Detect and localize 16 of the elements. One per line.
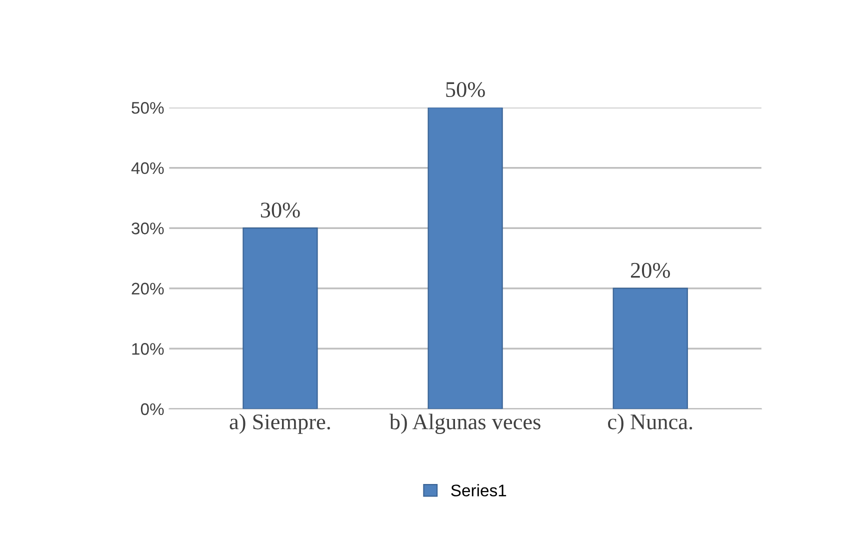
y-tick-label: 50% xyxy=(132,102,164,114)
x-tick-label: b) Algunas veces xyxy=(389,414,540,434)
legend-label: Series1 xyxy=(451,484,506,496)
x-tick-label: c) Nunca. xyxy=(608,414,692,434)
y-tick-label: 30% xyxy=(132,222,164,234)
x-tick-label: a) Siempre. xyxy=(230,414,330,434)
data-label: 30% xyxy=(260,202,300,218)
bar xyxy=(242,228,318,409)
y-tick-label: 10% xyxy=(132,343,164,355)
y-tick-label: 20% xyxy=(132,282,164,295)
data-label: 50% xyxy=(446,82,485,98)
bar xyxy=(428,108,503,409)
y-tick-label: 0% xyxy=(140,403,164,416)
bar xyxy=(612,288,688,409)
y-tick-label: 40% xyxy=(131,162,164,174)
data-label: 20% xyxy=(630,262,670,278)
